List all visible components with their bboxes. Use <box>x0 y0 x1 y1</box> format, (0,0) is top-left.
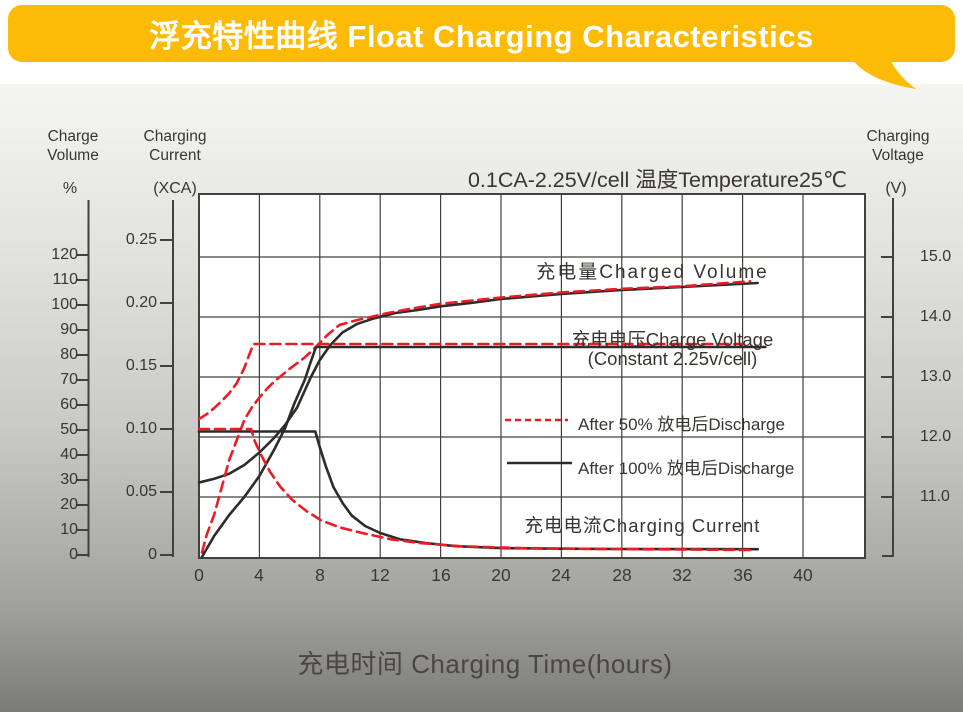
tick-label: 70 <box>60 371 78 388</box>
tick-label: 0 <box>69 546 78 563</box>
tick-label: 30 <box>60 471 78 488</box>
curve-charging-current-50 <box>197 427 756 552</box>
charging-current-axis-unit: (XCA) <box>153 180 197 197</box>
tick-label: 0.15 <box>125 357 157 374</box>
legend-label-after-100-discharge: After 100% 放电后Discharge <box>578 459 795 478</box>
tick-label: 10 <box>60 521 78 538</box>
charging-voltage-axis-title-line2: Voltage <box>872 147 924 164</box>
tick-label: 8 <box>315 565 325 585</box>
tick-label: 36 <box>733 565 753 585</box>
tick-label: 15.0 <box>920 248 952 265</box>
x-axis-title: 充电时间 Charging Time(hours) <box>297 649 673 679</box>
charge-volume-axis-title-line2: Volume <box>47 147 99 164</box>
tick-label: 12 <box>370 565 390 585</box>
tick-label: 100 <box>51 296 78 313</box>
charging-current-axis-title-line1: Charging <box>143 128 207 145</box>
title-banner: 浮充特性曲线 Float Charging Characteristics <box>8 5 955 62</box>
tick-label: 0.20 <box>125 294 157 311</box>
tick-label: 13.0 <box>920 368 952 385</box>
tick-label: 60 <box>60 396 78 413</box>
charging-current-axis-title-line2: Current <box>149 147 201 164</box>
tick-label: 120 <box>51 246 78 263</box>
charge-volume-axis-title-line1: Charge <box>47 128 99 145</box>
axis-lines-and-ticks <box>76 198 894 557</box>
tick-label: 0 <box>194 565 204 585</box>
tick-label: 32 <box>672 565 692 585</box>
banner-tail-pointer <box>852 59 916 89</box>
page-title: 浮充特性曲线 Float Charging Characteristics <box>149 19 814 54</box>
plot-area <box>198 193 866 559</box>
tick-label: 50 <box>60 421 78 438</box>
tick-label: 80 <box>60 346 78 363</box>
tick-label: 40 <box>60 446 78 463</box>
curve-charged-volume-100 <box>197 281 759 484</box>
tick-label: 12.0 <box>920 428 952 445</box>
tick-label: 14.0 <box>920 308 952 325</box>
charge-volume-axis-unit: % <box>62 180 78 197</box>
charge-voltage-annotation-line2: (Constant 2.25v/cell) <box>587 348 758 369</box>
curve-charge-voltage-50 <box>197 342 744 421</box>
data-curves <box>197 280 767 559</box>
tick-label: 16 <box>431 565 451 585</box>
charging-voltage-axis-unit: (V) <box>885 180 907 197</box>
tick-label: 110 <box>52 271 78 288</box>
tick-label: 20 <box>491 565 511 585</box>
charging-voltage-axis-title-line1: Charging <box>866 128 930 145</box>
tick-label: 20 <box>60 496 78 513</box>
tick-label: 11.0 <box>920 488 950 505</box>
curve-charged-volume-50 <box>200 280 752 554</box>
tick-label: 0.25 <box>125 231 157 248</box>
charging-current-axis-title: Charging Current <box>130 127 220 165</box>
charging-current-annotation: 充电电流Charging Current <box>524 515 761 536</box>
legend-label-after-50-discharge: After 50% 放电后Discharge <box>578 415 785 434</box>
tick-label: 0.05 <box>125 483 157 500</box>
tick-label: 0 <box>148 546 157 563</box>
tick-label: 28 <box>612 565 632 585</box>
tick-label: 4 <box>254 565 264 585</box>
tick-label: 0.10 <box>125 420 157 437</box>
charging-voltage-axis-title: Charging Voltage <box>852 127 944 165</box>
tick-label: 90 <box>60 321 78 338</box>
curve-charge-voltage-100 <box>200 345 767 559</box>
charge-volume-axis-title: Charge Volume <box>28 127 118 165</box>
condition-title: 0.1CA-2.25V/cell 温度Temperature25℃ <box>467 168 848 192</box>
tick-label: 40 <box>793 565 813 585</box>
charged-volume-annotation: 充电量Charged Volume <box>536 262 769 283</box>
tick-label: 24 <box>551 565 571 585</box>
charge-voltage-annotation-line1: 充电电压Charge Voltage <box>571 329 774 350</box>
